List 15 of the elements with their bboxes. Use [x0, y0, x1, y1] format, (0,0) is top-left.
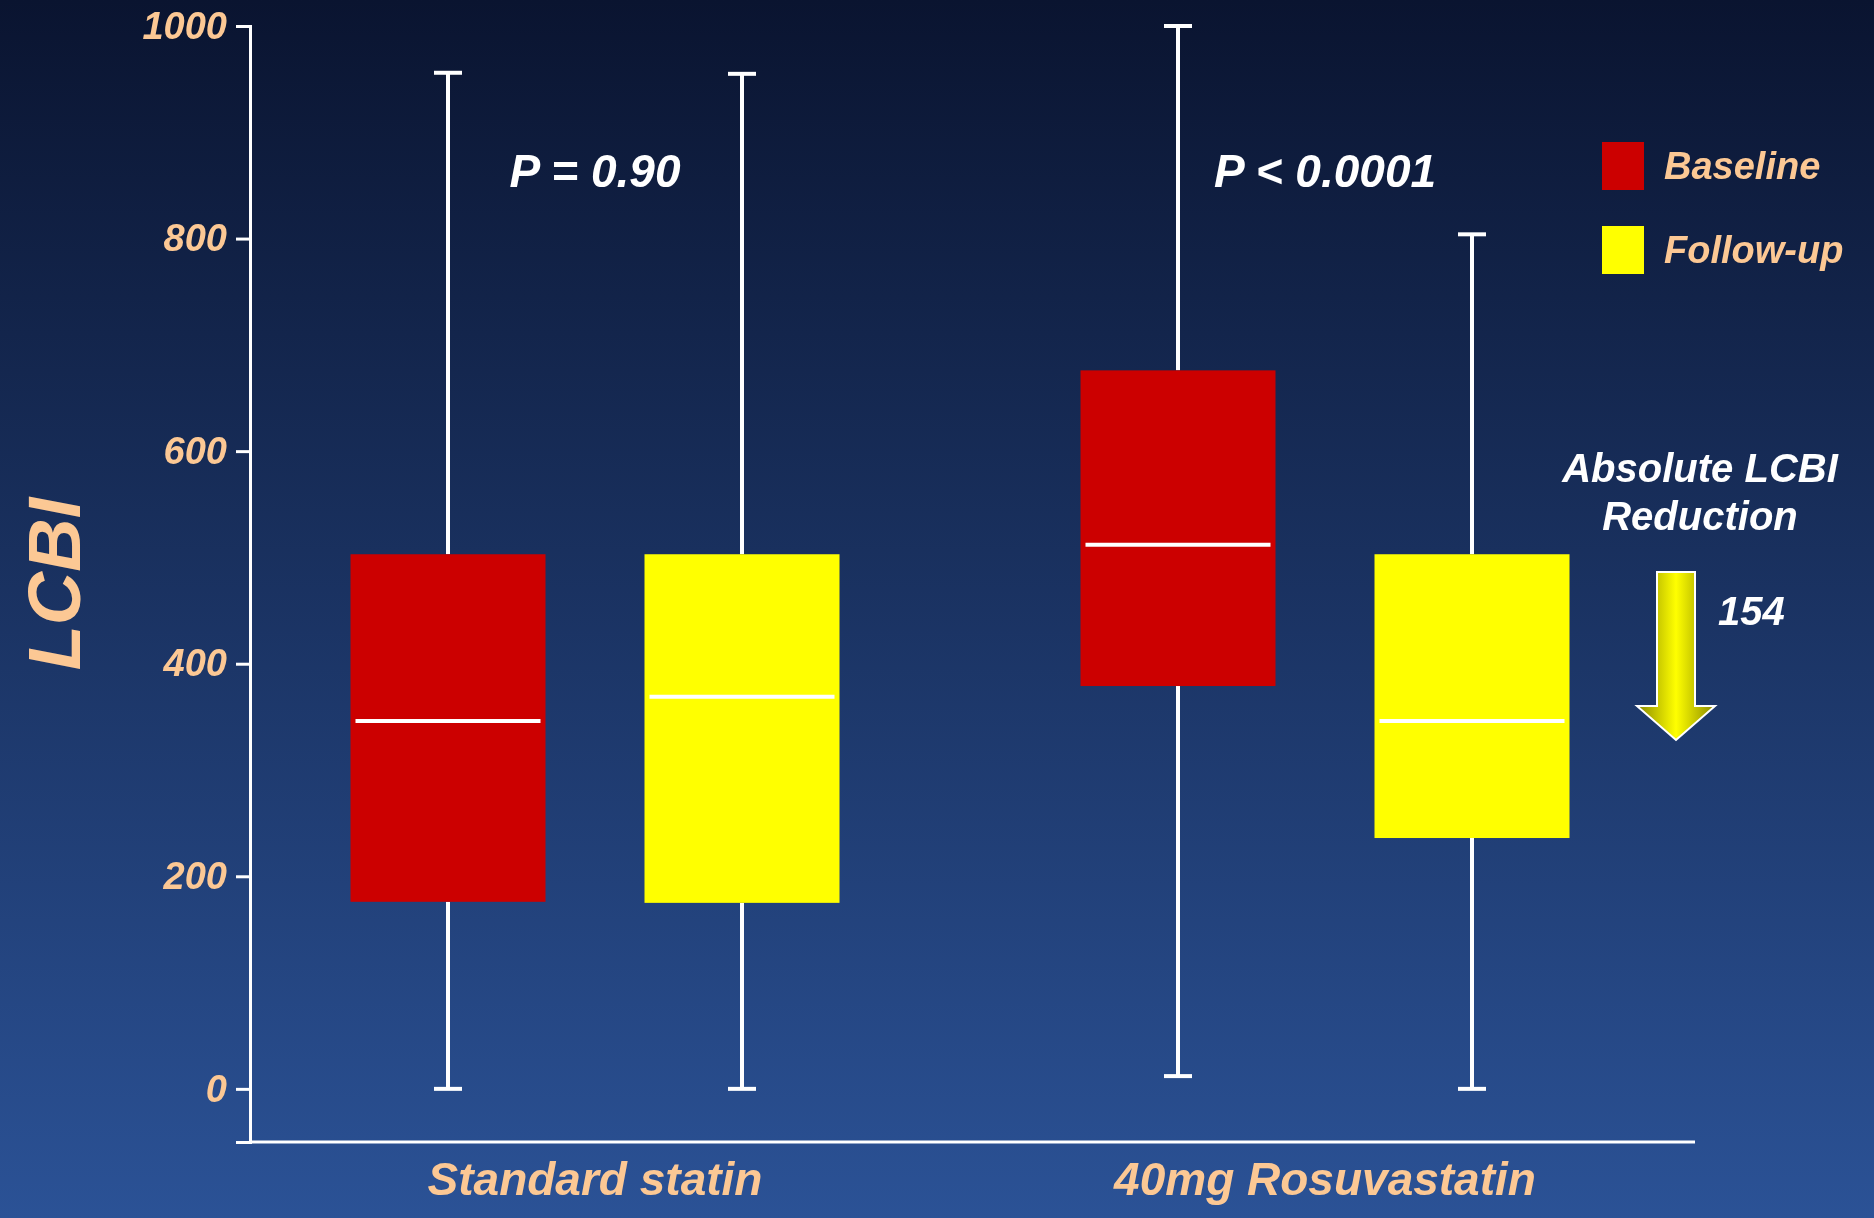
y-axis-title: LCBI	[13, 496, 96, 671]
y-tick-label: 0	[205, 1067, 227, 1110]
legend-label: Follow-up	[1664, 229, 1844, 271]
y-tick-label: 200	[162, 854, 227, 897]
y-tick-label: 1000	[142, 4, 227, 47]
text: 154	[1718, 589, 1785, 633]
y-tick-label: 800	[163, 217, 227, 260]
y-tick-label: 400	[162, 642, 227, 685]
x-tick-label: 40mg Rosuvastatin	[1113, 1153, 1536, 1205]
annotation: P < 0.0001	[1213, 145, 1437, 197]
legend-label: Baseline	[1664, 145, 1821, 187]
x-tick-label: Standard statin	[427, 1153, 763, 1205]
y-tick-label: 600	[163, 429, 227, 472]
annotation: Absolute LCBI Reduction	[1561, 446, 1839, 538]
annotation: P = 0.90	[509, 145, 681, 197]
